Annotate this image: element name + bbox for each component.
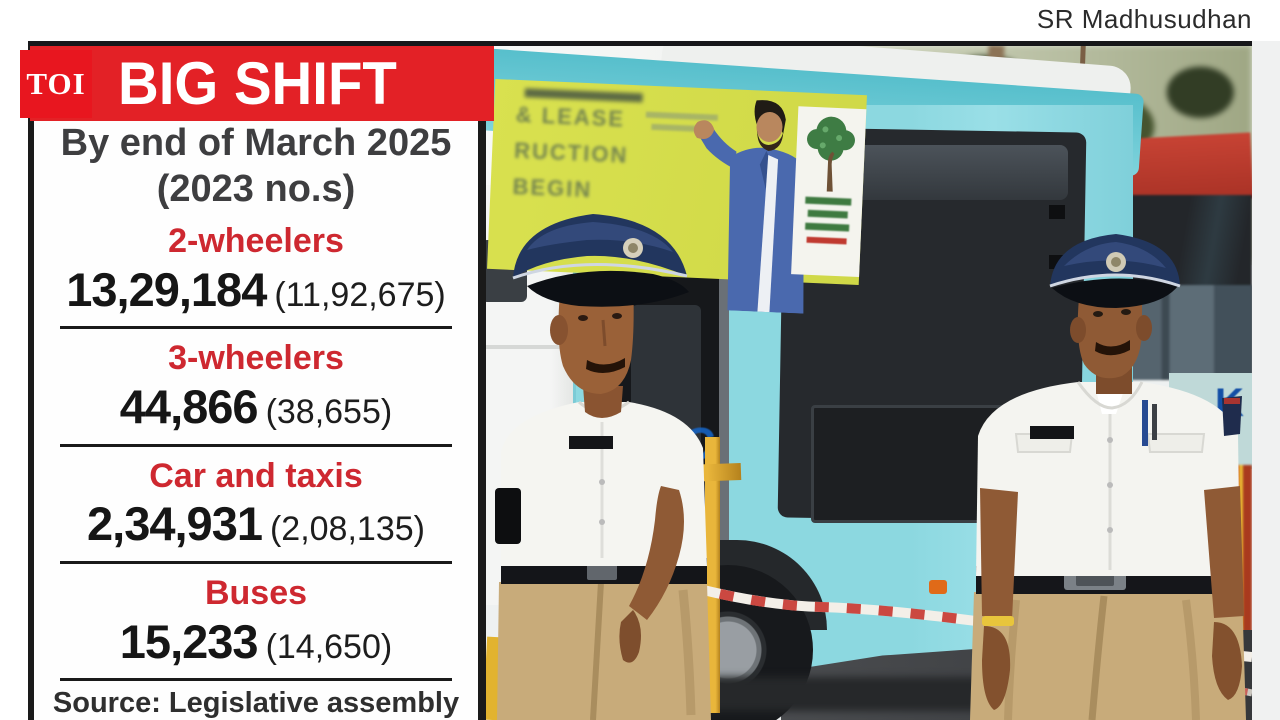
frame-top-border [28,41,1252,46]
stat-value: 2,34,931 (2,08,135) [34,496,478,552]
panel-right-border [478,41,486,720]
van-body-line [481,345,576,349]
stat-label: 3-wheelers [168,339,344,378]
traffic-officer-right [970,234,1246,720]
panel-left-border [28,41,34,720]
stat-value: 13,29,184 (11,92,675) [34,262,478,318]
divider [60,326,452,330]
source-note: Source: Legislative assembly [52,686,460,719]
infographic-content: By end of March 2025 (2023 no.s) 2-wheel… [34,121,478,720]
stat-current: 15,233 [119,614,259,668]
divider [60,677,452,681]
name-plate [1030,426,1074,439]
stat-value: 44,866 (38,655) [34,379,478,435]
infographic-subtitle-line1: By end of March 2025 [60,122,452,164]
stat-label: Car and taxis [149,456,363,495]
stat-label: 2-wheelers [168,222,344,261]
stat-current: 2,34,931 [87,497,263,551]
toi-logo: TOI [20,50,92,118]
stat-value: 15,233 (14,650) [34,614,478,670]
stat-row: 2-wheelers 13,29,184 (11,92,675) [34,221,478,330]
ad-model-figure [693,100,804,314]
divider [60,560,452,564]
stat-previous: (38,655) [265,393,393,432]
shoulder-patch [1222,396,1242,436]
stat-row: Car and taxis 2,34,931 (2,08,135) [34,456,478,564]
stat-label: Buses [204,573,308,612]
infographic-title: BIG SHIFT [118,49,397,117]
bracelet [982,616,1014,626]
infographic-panel [34,46,478,720]
pen [1152,404,1157,440]
bus-reflector [929,580,947,594]
infographic-banner: BIG SHIFT [30,45,494,121]
stat-row: Buses 15,233 (14,650) [34,573,478,681]
photo-credit: SR Madhusudhan [1036,4,1252,34]
stat-current: 13,29,184 [66,262,267,316]
bus-advertisement: & LEASE RUCTION BEGIN [487,78,867,314]
name-plate [569,436,613,449]
tree-logo-icon [807,116,855,192]
stat-previous: (11,92,675) [274,275,446,314]
bus-hinge [1049,205,1065,219]
stat-current: 44,866 [119,380,259,434]
stat-previous: (14,650) [265,627,393,666]
stat-row: 3-wheelers 44,866 (38,655) [34,338,478,447]
traffic-officer-left [495,214,711,720]
right-margin-strip [1252,41,1280,720]
pen [1142,400,1148,446]
ad-ngo-panel [791,106,867,278]
stat-previous: (2,08,135) [269,510,425,549]
divider [60,443,452,447]
radio [495,488,521,544]
infographic-subtitle-line2: (2023 no.s) [156,167,356,210]
news-photo: K TC & LEASE RUCTION BEGIN [481,45,1252,720]
